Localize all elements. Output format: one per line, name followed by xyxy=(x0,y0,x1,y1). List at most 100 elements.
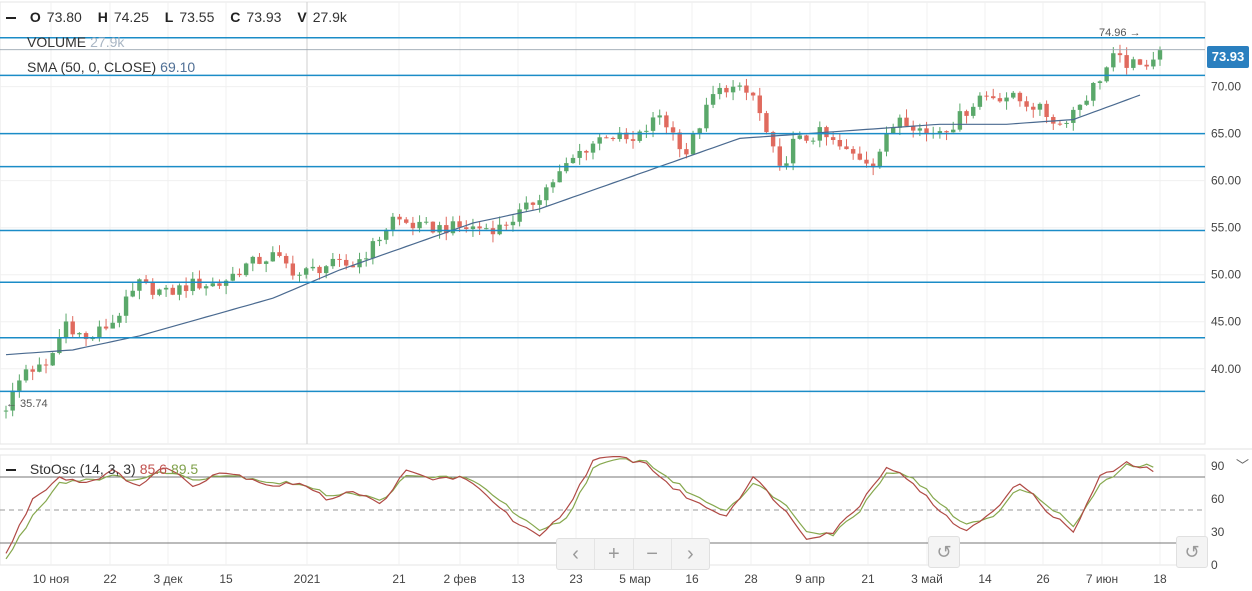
candle-body xyxy=(1077,104,1083,110)
candle-body xyxy=(110,322,115,329)
candle-body xyxy=(570,157,576,164)
scroll-right-button[interactable]: › xyxy=(687,543,694,565)
candle-body xyxy=(1044,103,1049,118)
candle-body xyxy=(804,135,809,141)
x-tick-label: 10 ноя xyxy=(33,572,69,586)
candle-body xyxy=(1031,106,1036,110)
sma-legend-name: SMA (50, 0, CLOSE) xyxy=(27,59,157,75)
candle-body xyxy=(237,273,242,276)
candle-body xyxy=(984,95,989,97)
x-tick-label: 23 xyxy=(569,572,583,586)
candle-body xyxy=(670,127,676,133)
candle-body xyxy=(263,261,269,264)
sma-legend-value: 69.10 xyxy=(160,59,196,75)
candle-body xyxy=(877,151,883,168)
candle-body xyxy=(303,268,309,275)
volume-legend[interactable]: VOLUME 27.9k xyxy=(27,34,124,50)
stochastic-legend[interactable]: StoOsc (14, 3, 3) 85.6 89.5 xyxy=(0,461,198,477)
candle-body xyxy=(190,278,195,292)
candle-body xyxy=(170,287,175,295)
zoom-out-button[interactable]: − xyxy=(634,539,672,569)
x-tick-label: 16 xyxy=(685,572,699,586)
candle-body xyxy=(724,87,729,93)
reset-chart-button[interactable]: ↺ xyxy=(1176,536,1208,568)
stochastic-d-line xyxy=(5,458,1154,560)
candle-body xyxy=(1097,81,1103,84)
candle-body xyxy=(464,227,469,230)
candle-body xyxy=(897,117,903,128)
candle-body xyxy=(664,115,669,128)
candle-body xyxy=(10,390,15,411)
sma-legend[interactable]: SMA (50, 0, CLOSE) 69.10 xyxy=(27,59,195,75)
candle-body xyxy=(57,337,62,354)
reset-zoom-button[interactable]: ↺ xyxy=(928,536,960,568)
candle-body xyxy=(797,135,802,139)
candle-body xyxy=(23,369,29,381)
scroll-left-button[interactable]: ‹ xyxy=(557,539,596,569)
open-label: O xyxy=(29,9,41,25)
candle-body xyxy=(1024,101,1029,107)
candle-body xyxy=(1017,92,1023,102)
collapse-icon[interactable] xyxy=(6,469,16,472)
candle-body xyxy=(290,263,296,276)
candle-body xyxy=(50,353,55,366)
candle-body xyxy=(710,94,716,105)
candle-body xyxy=(1091,83,1096,101)
candle-body xyxy=(597,137,602,144)
candle-body xyxy=(297,274,302,276)
candle-body xyxy=(924,128,929,134)
candle-body xyxy=(650,117,656,131)
candle-body xyxy=(1104,67,1109,82)
x-tick-label: 13 xyxy=(511,572,525,586)
candle-body xyxy=(217,283,222,286)
x-tick-label: 21 xyxy=(861,572,875,586)
candle-body xyxy=(317,266,322,274)
candle-body xyxy=(584,150,589,153)
x-tick-label: 15 xyxy=(219,572,233,586)
candle-body xyxy=(1011,92,1016,98)
last-price-tag: 73.93 xyxy=(1207,46,1249,68)
collapse-icon[interactable] xyxy=(6,17,16,20)
y-tick-label: 45.00 xyxy=(1211,315,1241,329)
candle-body xyxy=(223,280,229,286)
oscillator-y-tick-label: 30 xyxy=(1211,525,1225,539)
x-tick-label: 26 xyxy=(1036,572,1050,586)
candle-body xyxy=(770,132,776,147)
candle-body xyxy=(644,130,649,132)
candle-body xyxy=(1057,123,1063,125)
candle-body xyxy=(470,226,476,230)
candle-body xyxy=(117,315,122,323)
candle-body xyxy=(1117,53,1123,56)
x-tick-label: 28 xyxy=(744,572,758,586)
candle-body xyxy=(744,85,749,93)
x-tick-label: 3 дек xyxy=(154,572,184,586)
candle-body xyxy=(504,224,509,226)
candle-body xyxy=(917,128,923,131)
candle-body xyxy=(130,290,135,297)
low-value: 73.55 xyxy=(179,9,215,25)
low-label: L xyxy=(164,9,174,25)
candle-body xyxy=(904,117,909,126)
candle-body xyxy=(1004,97,1009,102)
candle-body xyxy=(37,364,42,372)
y-tick-label: 50.00 xyxy=(1211,268,1241,282)
oscillator-y-tick-label: 60 xyxy=(1211,492,1225,506)
candle-body xyxy=(684,149,689,155)
candle-body xyxy=(537,200,542,205)
candle-body xyxy=(157,289,162,295)
candle-body xyxy=(870,163,876,168)
x-tick-label: 5 мар xyxy=(619,572,651,586)
zoom-in-button[interactable]: + xyxy=(595,539,634,569)
candle-body xyxy=(143,279,149,282)
candle-body xyxy=(1084,100,1089,105)
candle-body xyxy=(417,221,422,229)
candle-body xyxy=(624,132,629,140)
candle-body xyxy=(410,222,416,229)
chevron-down-icon[interactable]: ﹀ xyxy=(1236,458,1250,473)
open-value: 73.80 xyxy=(46,9,82,25)
candle-body xyxy=(484,228,489,230)
candle-body xyxy=(404,219,409,223)
candle-body xyxy=(730,86,736,93)
oscillator-y-tick-label: 90 xyxy=(1211,459,1225,473)
